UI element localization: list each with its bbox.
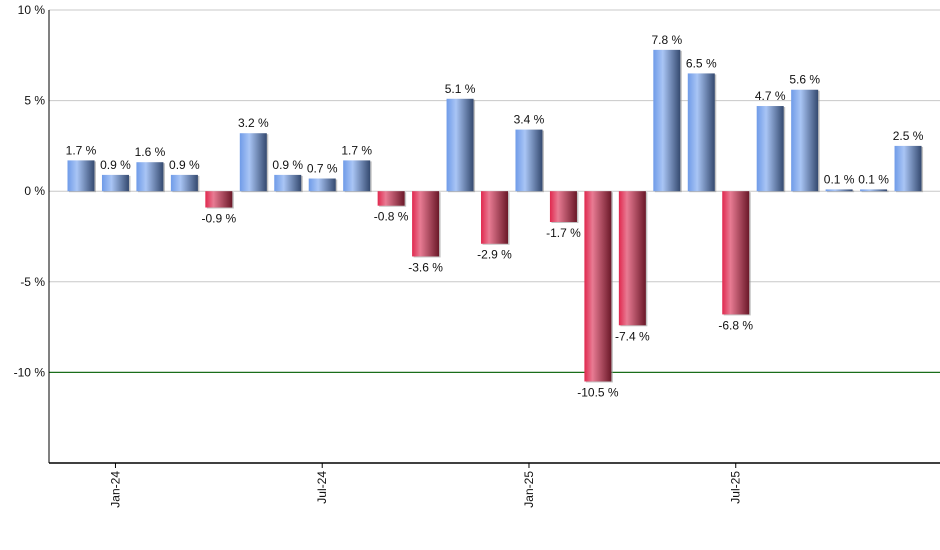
bar [618, 191, 646, 326]
data-label: -1.7 % [546, 226, 581, 240]
bar [791, 89, 819, 192]
data-label: 5.6 % [789, 73, 820, 87]
bar [170, 174, 198, 192]
data-label: -10.5 % [577, 385, 619, 399]
bar-shadow [861, 190, 889, 193]
bar [687, 73, 715, 192]
bar [343, 160, 371, 192]
data-label: 1.6 % [135, 145, 166, 159]
bar [239, 133, 267, 192]
data-label: 6.5 % [686, 56, 717, 70]
data-label: 0.1 % [824, 172, 855, 186]
data-label: 0.9 % [272, 158, 303, 172]
bar [756, 106, 784, 192]
data-label: -3.6 % [408, 260, 443, 274]
bar [136, 162, 164, 192]
data-label: 3.4 % [514, 113, 545, 127]
x-tick-label: Jul-24 [315, 471, 329, 504]
data-label: -2.9 % [477, 248, 512, 262]
data-label: 5.1 % [445, 82, 476, 96]
data-label: 1.7 % [66, 143, 97, 157]
bar [67, 160, 95, 192]
data-label: -6.8 % [718, 318, 753, 332]
bar [515, 129, 543, 192]
bar [274, 174, 302, 192]
y-tick-label: 0 % [24, 184, 45, 198]
y-tick-label: -10 % [14, 365, 46, 379]
y-tick-label: -5 % [20, 275, 45, 289]
data-label: -7.4 % [615, 329, 650, 343]
bar [549, 191, 577, 223]
x-tick-label: Jan-25 [522, 471, 536, 508]
y-tick-label: 10 % [18, 3, 46, 17]
bar [860, 189, 888, 192]
bar [653, 49, 681, 192]
data-label: 7.8 % [651, 33, 682, 47]
bar [722, 191, 750, 315]
data-label: 3.2 % [238, 116, 269, 130]
bar [481, 191, 509, 244]
bar [308, 178, 336, 192]
axes: 10 % 5 % 0 % -5 % -10 % Jan-24 Jul-24 Jan-25 Jul… [14, 3, 940, 508]
x-tick-label: Jul-25 [729, 471, 743, 504]
data-label: 0.9 % [100, 158, 131, 172]
bar [825, 189, 853, 192]
bar [101, 174, 129, 192]
data-label: 0.7 % [307, 162, 338, 176]
bars [67, 49, 924, 383]
x-tick-label: Jan-24 [108, 471, 122, 508]
bar [205, 191, 233, 208]
bar [584, 191, 612, 382]
bar-shadow [827, 190, 855, 193]
bar [446, 98, 474, 192]
data-label: 2.5 % [893, 129, 924, 143]
data-label: 0.9 % [169, 158, 200, 172]
bar [894, 145, 922, 192]
data-label: -0.9 % [201, 212, 236, 226]
data-label: -0.8 % [374, 210, 409, 224]
data-label: 4.7 % [755, 89, 786, 103]
data-label: 0.1 % [858, 172, 889, 186]
data-label: 1.7 % [341, 143, 372, 157]
y-tick-label: 5 % [24, 94, 45, 108]
data-labels: 1.7 %0.9 %1.6 %0.9 %-0.9 %3.2 %0.9 % 0.7 … [66, 33, 924, 400]
bar [412, 191, 440, 257]
bar [377, 191, 405, 206]
